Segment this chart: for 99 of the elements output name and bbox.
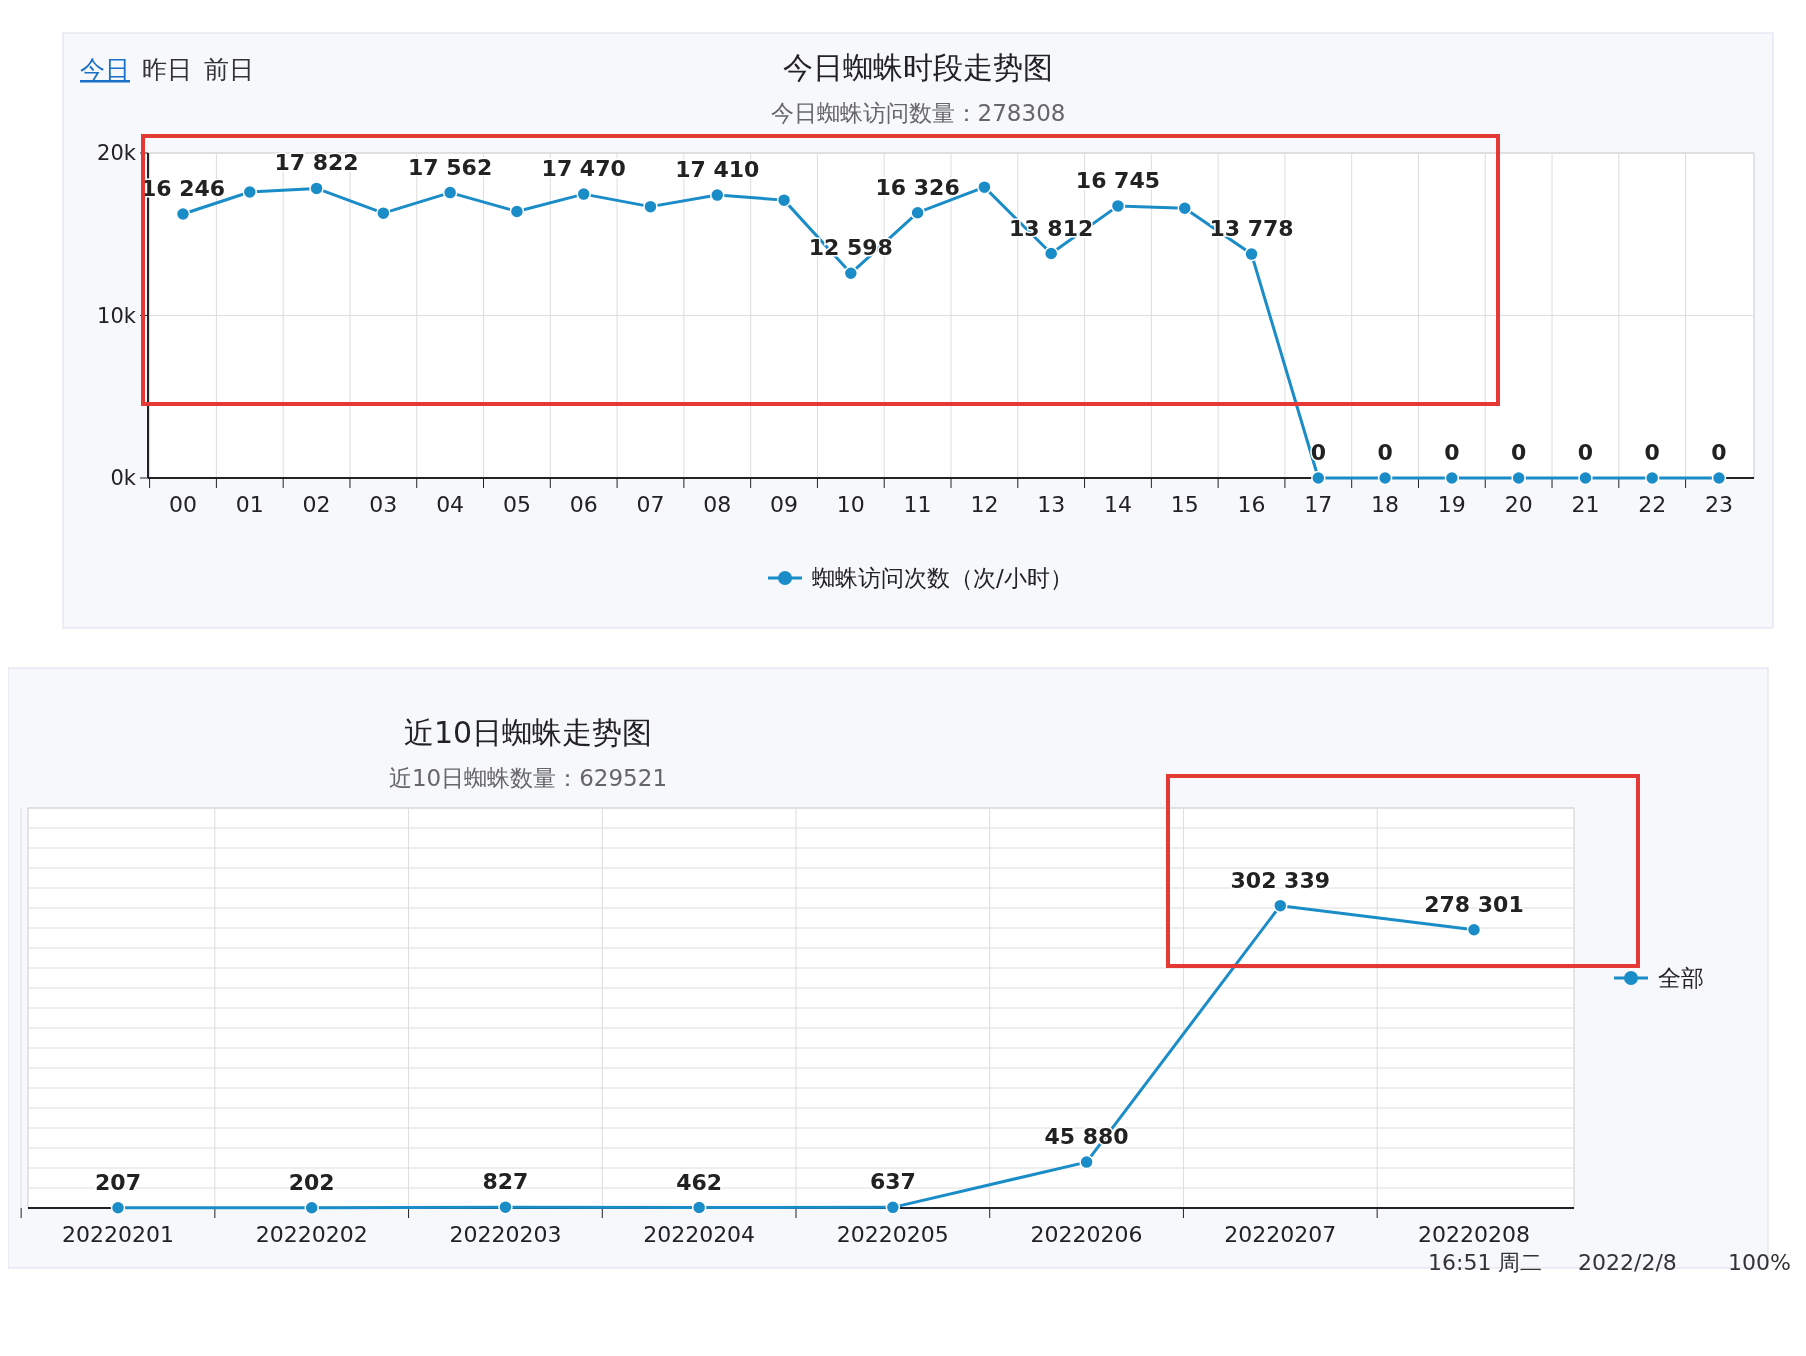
point xyxy=(1511,470,1526,486)
point xyxy=(442,185,458,200)
point xyxy=(691,1200,707,1215)
point xyxy=(1644,470,1660,486)
point xyxy=(1711,470,1727,486)
data-label: 16 745 xyxy=(1075,167,1161,193)
point xyxy=(843,266,859,281)
data-label: 17 470 xyxy=(541,156,626,182)
text: 2022/2/8 xyxy=(1578,1250,1677,1275)
point xyxy=(1311,470,1326,486)
x-tick-label: 08 xyxy=(703,492,732,517)
y-tick-label: 10k xyxy=(97,303,137,328)
point xyxy=(376,205,391,221)
point xyxy=(885,1200,901,1215)
x-tick-label: 17 xyxy=(1304,492,1333,517)
data-label: 302 339 xyxy=(1230,867,1331,893)
x-tick-label: 14 xyxy=(1103,492,1132,517)
point xyxy=(1466,922,1482,937)
point xyxy=(776,192,792,208)
point xyxy=(304,1200,319,1216)
data-label: 0 xyxy=(1444,440,1460,465)
data-label: 202 xyxy=(288,1169,335,1195)
x-tick-label: 13 xyxy=(1037,492,1066,517)
data-label: 17 410 xyxy=(675,157,760,183)
x-tick-label: 20220207 xyxy=(1224,1222,1337,1247)
x-tick-label: 01 xyxy=(235,492,264,517)
x-tick-label: 11 xyxy=(903,492,932,517)
x-tick-label: 19 xyxy=(1437,492,1466,517)
x-tick-label: 21 xyxy=(1571,492,1600,517)
legend-label: 全部 xyxy=(1658,965,1704,991)
legend-label: 蜘蛛访问次数（次/小时） xyxy=(812,565,1073,591)
x-tick-label: 20220202 xyxy=(255,1222,368,1247)
chart-subtitle: 今日蜘蛛访问数量：278308 xyxy=(770,100,1066,126)
text: 16:51 周二 xyxy=(1428,1250,1543,1275)
x-tick-label: 00 xyxy=(169,492,197,517)
text: 今日 xyxy=(80,55,130,84)
x-tick-label: 18 xyxy=(1371,492,1400,517)
text: 昨日 xyxy=(142,55,192,84)
chart-subtitle: 近10日蜘蛛数量：629521 xyxy=(388,765,668,791)
point xyxy=(710,187,725,203)
point xyxy=(1377,470,1393,486)
text: 100% xyxy=(1728,1250,1791,1275)
point xyxy=(309,181,324,196)
point xyxy=(1177,201,1192,216)
x-tick-label: 20220205 xyxy=(836,1222,949,1247)
data-label: 16 326 xyxy=(875,174,960,200)
data-label: 0 xyxy=(1644,440,1660,465)
data-label: 207 xyxy=(95,1169,141,1195)
point xyxy=(509,204,525,219)
x-tick-label: 04 xyxy=(436,492,465,517)
data-label: 0 xyxy=(1511,440,1527,465)
x-tick-label: 20220204 xyxy=(643,1222,756,1247)
chart-title: 今日蜘蛛时段走势图 xyxy=(783,50,1053,85)
point xyxy=(1079,1154,1094,1170)
data-label: 0 xyxy=(1310,440,1326,465)
point xyxy=(1110,198,1126,214)
x-tick-label: 05 xyxy=(502,492,531,517)
point xyxy=(1444,470,1460,486)
x-tick-label: 07 xyxy=(636,492,665,517)
point xyxy=(1273,898,1288,913)
data-label: 17 822 xyxy=(274,150,359,176)
point xyxy=(977,179,992,195)
data-label: 17 562 xyxy=(408,154,493,180)
x-tick-label: 06 xyxy=(569,492,598,517)
point xyxy=(1244,246,1259,262)
data-label: 637 xyxy=(869,1169,916,1195)
point xyxy=(110,1200,126,1216)
data-label: 462 xyxy=(676,1169,723,1195)
text: 前日 xyxy=(204,55,254,84)
point xyxy=(910,205,925,220)
x-tick-label: 15 xyxy=(1170,492,1199,517)
x-tick-label: 20220206 xyxy=(1030,1222,1143,1247)
x-tick-label: 23 xyxy=(1705,492,1733,517)
data-label: 0 xyxy=(1377,440,1393,465)
data-label: 0 xyxy=(1711,440,1727,465)
x-tick-label: 02 xyxy=(302,492,331,517)
point xyxy=(1043,246,1059,261)
x-tick-label: 20 xyxy=(1504,492,1533,517)
data-label: 0 xyxy=(1577,440,1594,465)
x-tick-label: 16 xyxy=(1237,492,1266,517)
x-tick-label: 09 xyxy=(770,492,799,517)
x-tick-label: 20220208 xyxy=(1418,1222,1530,1247)
y-tick-label: 20k xyxy=(97,141,137,165)
point xyxy=(643,199,658,214)
point xyxy=(1578,470,1593,486)
point xyxy=(175,206,191,222)
x-tick-label: 03 xyxy=(369,492,398,517)
x-tick-label: 22 xyxy=(1638,492,1667,517)
x-tick-label: 20220201 xyxy=(62,1222,174,1247)
data-label: 827 xyxy=(482,1169,529,1195)
x-tick-label: 12 xyxy=(970,492,999,517)
point xyxy=(498,1199,513,1215)
point xyxy=(576,186,591,202)
x-tick-label: 20220203 xyxy=(449,1222,562,1247)
data-label: 278 301 xyxy=(1424,891,1524,917)
y-tick-label: 0k xyxy=(110,466,137,490)
x-tick-label: 10 xyxy=(836,492,865,517)
point xyxy=(242,184,258,200)
chart-title: 近10日蜘蛛走势图 xyxy=(403,715,653,750)
